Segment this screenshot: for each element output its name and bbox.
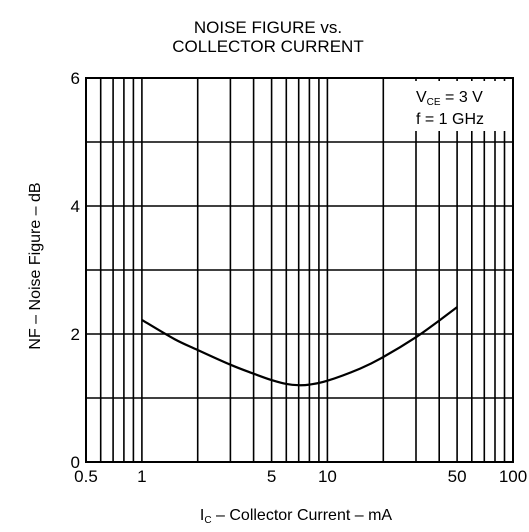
- x-axis-label: IC – Collector Current – mA: [200, 507, 393, 526]
- x-tick-label: 10: [318, 467, 337, 486]
- x-axis-label-subscript: C: [204, 515, 211, 526]
- grid: [86, 78, 513, 462]
- condition-vce-symbol: V: [416, 89, 427, 106]
- conditions-box: VCE = 3 V f = 1 GHz: [413, 81, 510, 131]
- x-tick-label: 1: [137, 467, 146, 486]
- x-tick-label: 100: [499, 467, 527, 486]
- x-axis-label-text: – Collector Current – mA: [212, 507, 393, 524]
- y-tick-label: 0: [71, 453, 80, 472]
- x-axis-label-symbol: I: [200, 507, 204, 524]
- conditions-box-bg: [413, 81, 510, 131]
- y-tick-label: 6: [71, 69, 80, 88]
- y-tick-labels: 0 2 4 6: [71, 69, 80, 472]
- x-tick-label: 5: [267, 467, 276, 486]
- condition-frequency: f = 1 GHz: [416, 111, 484, 128]
- noise-figure-curve: [141, 306, 458, 387]
- condition-vce-value: = 3 V: [441, 89, 484, 106]
- x-tick-labels: 0.5 1 5 10 50 100: [74, 467, 527, 486]
- y-tick-label: 2: [71, 325, 80, 344]
- x-tick-label: 0.5: [74, 467, 98, 486]
- chart-title-line-1: NOISE FIGURE vs.: [194, 18, 342, 37]
- x-tick-label: 50: [448, 467, 467, 486]
- condition-vce: VCE = 3 V: [416, 89, 483, 108]
- condition-vce-subscript: CE: [427, 97, 441, 108]
- y-tick-label: 4: [71, 197, 80, 216]
- plot-frame: [85, 77, 514, 463]
- y-axis-label: NF – Noise Figure – dB: [27, 182, 44, 349]
- chart-title-line-2: COLLECTOR CURRENT: [172, 37, 363, 56]
